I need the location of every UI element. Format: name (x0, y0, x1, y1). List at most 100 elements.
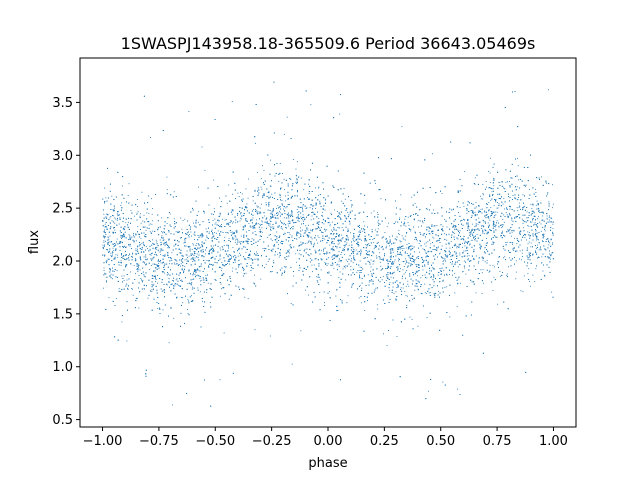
data-point (372, 239, 374, 241)
data-point (333, 267, 335, 269)
data-point (345, 265, 347, 267)
data-point (106, 249, 107, 250)
data-point (367, 274, 369, 276)
data-point (300, 330, 302, 332)
data-point (399, 217, 401, 219)
data-point (254, 329, 256, 331)
data-point (122, 256, 124, 257)
data-point (401, 278, 403, 280)
data-point (257, 206, 259, 208)
data-point (208, 233, 210, 234)
data-point (363, 275, 365, 277)
data-point (332, 230, 334, 232)
data-point (552, 228, 554, 230)
data-point (330, 274, 332, 276)
data-point (232, 247, 234, 249)
data-point (494, 266, 495, 268)
data-point (239, 252, 240, 254)
data-point (259, 224, 261, 226)
data-point (313, 205, 315, 207)
data-point (326, 236, 328, 237)
data-point (267, 224, 269, 226)
data-point (552, 203, 554, 205)
data-point (212, 249, 214, 251)
data-point (283, 208, 285, 210)
data-point (400, 194, 402, 196)
data-point (199, 291, 201, 293)
data-point (257, 245, 258, 247)
data-point (160, 244, 162, 246)
data-point (533, 210, 535, 212)
data-point (194, 273, 196, 275)
data-point (405, 285, 407, 287)
data-point (128, 234, 130, 236)
data-point (405, 225, 407, 227)
data-point (302, 219, 304, 221)
data-point (182, 297, 184, 299)
data-point (110, 252, 112, 254)
data-point (526, 239, 528, 241)
data-point (424, 250, 426, 252)
data-point (138, 245, 140, 247)
data-point (406, 247, 408, 249)
data-point (332, 249, 334, 250)
data-point (314, 242, 315, 244)
data-point (452, 231, 454, 233)
data-point (513, 250, 515, 251)
data-point (525, 184, 527, 186)
data-point (314, 187, 316, 189)
data-point (114, 245, 115, 247)
data-point (219, 379, 221, 381)
data-point (271, 270, 273, 272)
data-point (488, 201, 490, 203)
data-point (267, 261, 269, 263)
data-point (217, 230, 219, 232)
data-point (534, 188, 536, 190)
data-point (104, 255, 106, 257)
data-point (199, 235, 201, 237)
data-point (246, 207, 248, 209)
data-point (226, 263, 228, 264)
data-point (360, 251, 362, 253)
data-point (193, 244, 194, 246)
data-point (383, 333, 384, 335)
data-point (353, 258, 355, 259)
data-point (385, 238, 387, 240)
data-point (431, 224, 433, 226)
data-point (175, 231, 177, 233)
data-point (199, 280, 201, 282)
data-point (157, 249, 159, 251)
data-point (405, 260, 407, 262)
data-point (343, 188, 345, 190)
data-point (326, 265, 328, 266)
data-point (535, 268, 537, 270)
data-point (285, 267, 287, 269)
data-point (518, 202, 520, 204)
data-point (458, 224, 460, 225)
data-point (302, 206, 304, 208)
data-point (289, 214, 291, 216)
data-point (232, 193, 234, 195)
data-point (472, 235, 474, 237)
data-point (446, 226, 448, 228)
data-point (417, 275, 419, 277)
data-point (263, 247, 265, 249)
data-point (527, 231, 529, 233)
data-point (140, 278, 142, 280)
data-point (239, 220, 241, 222)
data-point (136, 213, 138, 215)
data-point (298, 237, 300, 239)
data-point (417, 220, 419, 222)
data-point (191, 286, 193, 288)
data-point (401, 235, 403, 237)
data-point (528, 241, 530, 243)
data-point (281, 243, 283, 244)
data-point (412, 298, 414, 300)
data-point (270, 230, 272, 232)
data-point (317, 226, 319, 227)
data-point (398, 260, 399, 262)
data-point (219, 278, 221, 279)
data-point (377, 228, 379, 230)
data-point (542, 235, 544, 237)
data-point (221, 270, 222, 272)
